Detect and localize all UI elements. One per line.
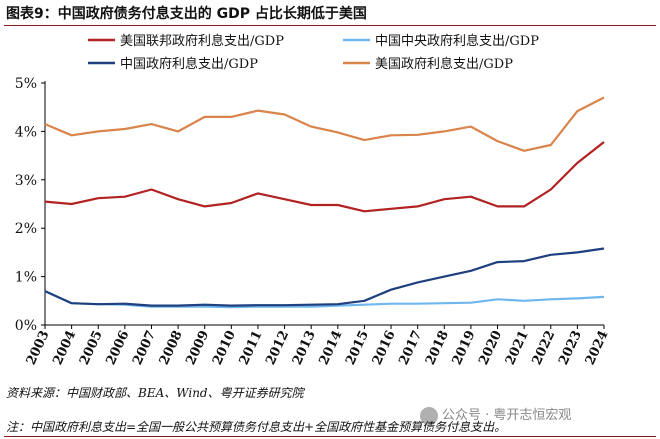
x-tick-label: 2010 — [210, 328, 239, 367]
chart-axes: 0% 1% 2% 3% 4% 5% 2003200420052006200720082009… — [15, 76, 612, 367]
watermark: 公众号 · 粤开志恒宏观 — [420, 404, 571, 425]
legend-label-1: 中国中央政府利息支出/GDP — [375, 33, 539, 49]
y-tick-label: 2% — [15, 221, 37, 237]
legend-label-0: 美国联邦政府利息支出/GDP — [120, 33, 284, 49]
x-tick-label: 2014 — [317, 328, 346, 367]
chart-series — [44, 96, 605, 309]
x-tick-label: 2021 — [503, 328, 532, 367]
title-divider — [4, 25, 656, 26]
footnote: 注：中国政府利息支出=全国一般公共预算债务付息支出+全国政府性基金预算债务付息支… — [6, 420, 507, 434]
figure-title: 图表9：中国政府债务付息支出的 GDP 占比长期低于美国 — [6, 6, 367, 22]
line-chart: 0% 1% 2% 3% 4% 5% 2003200420052006200720082009… — [15, 33, 612, 367]
legend-label-3: 美国政府利息支出/GDP — [375, 56, 513, 72]
x-tick-label: 2008 — [157, 328, 186, 367]
x-tick-label: 2007 — [130, 328, 159, 367]
watermark-text: 公众号 · 粤开志恒宏观 — [442, 408, 572, 423]
y-tick-label: 0% — [15, 318, 37, 334]
y-tick-label: 4% — [15, 124, 37, 140]
x-tick-label: 2023 — [556, 328, 585, 367]
x-tick-label: 2012 — [263, 328, 292, 367]
x-tick-label: 2004 — [50, 328, 79, 367]
x-tick-label: 2006 — [104, 328, 133, 367]
wechat-icon — [420, 406, 438, 425]
chart-legend: 美国联邦政府利息支出/GDP 中国中央政府利息支出/GDP 中国政府利息支出/GDP… — [88, 33, 539, 72]
x-tick-label: 2019 — [450, 328, 479, 367]
x-tick-label: 2013 — [290, 328, 319, 367]
x-tick-label: 2022 — [529, 328, 558, 367]
bottom-divider — [4, 436, 656, 437]
source-note: 资料来源：中国财政部、BEA、Wind、粤开证券研究院 — [6, 386, 304, 400]
legend-label-2: 中国政府利息支出/GDP — [120, 56, 258, 72]
x-tick-label: 2018 — [423, 328, 452, 367]
y-tick-label: 1% — [15, 270, 37, 286]
x-tick-label: 2003 — [24, 328, 53, 367]
series-line-2 — [44, 247, 605, 307]
y-tick-label: 5% — [15, 76, 37, 92]
series-line-3 — [44, 96, 605, 152]
x-tick-label: 2009 — [183, 328, 212, 367]
x-tick-label: 2024 — [583, 328, 612, 367]
y-tick-label: 3% — [15, 173, 37, 189]
x-tick-label: 2017 — [396, 328, 425, 367]
x-tick-label: 2016 — [370, 328, 399, 367]
x-tick-label: 2005 — [77, 328, 106, 367]
x-tick-label: 2011 — [237, 328, 266, 367]
x-tick-label: 2020 — [476, 328, 505, 367]
series-line-0 — [44, 141, 605, 213]
x-tick-label: 2015 — [343, 328, 372, 367]
